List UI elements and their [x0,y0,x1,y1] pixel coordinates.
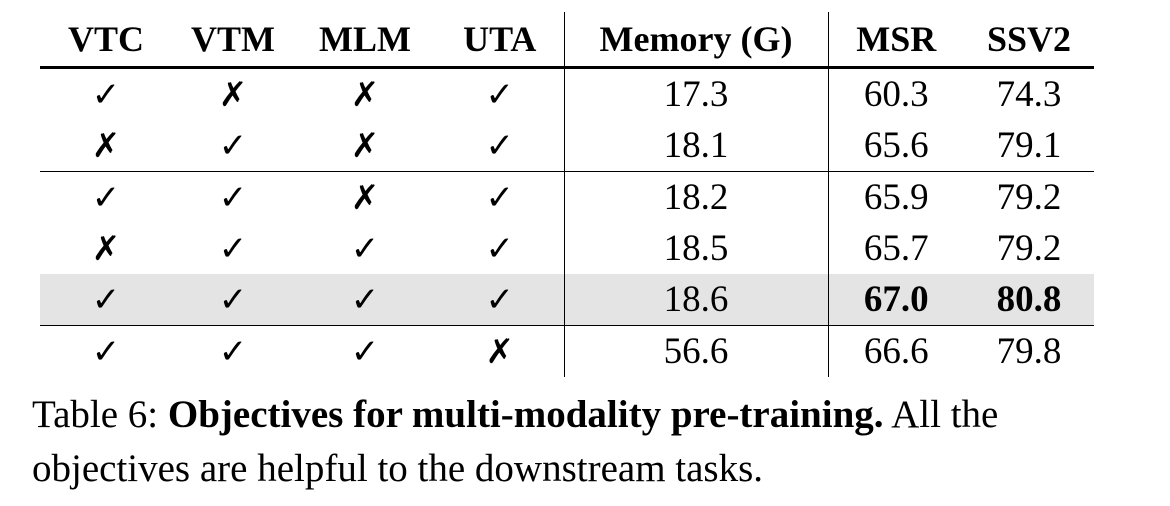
header-mlm: MLM [294,12,436,69]
table-row: ✓ ✓ ✗ ✓ 18.2 65.9 79.2 [40,171,1094,223]
cell-msr: 65.7 [827,223,964,274]
objectives-table: VTC VTM MLM UTA Memory (G) MSR SSV2 ✓ ✗ … [40,12,1094,377]
cell-ssv2: 79.1 [964,120,1094,172]
cell-vtc: ✓ [91,177,121,218]
cell-vtc: ✓ [91,331,121,372]
cell-msr: 66.6 [827,325,964,377]
header-vtm: VTM [172,12,294,69]
cell-vtm: ✓ [172,120,294,172]
header-ssv2: SSV2 [964,12,1094,69]
cell-uta: ✓ [485,228,515,269]
cell-uta: ✓ [436,274,564,326]
cell-vtc: ✓ [40,274,172,326]
cell-mlm: ✗ [350,74,380,115]
table-row: ✓ ✓ ✓ ✗ 56.6 66.6 79.8 [40,325,1094,377]
table-row: ✗ ✓ ✓ ✓ 18.5 65.7 79.2 [40,223,1094,274]
cell-msr-best: 67.0 [827,274,964,326]
cell-mlm: ✓ [350,228,380,269]
header-uta: UTA [436,12,564,69]
header-row: VTC VTM MLM UTA Memory (G) MSR SSV2 [40,12,1094,69]
cell-uta: ✗ [485,331,515,372]
cell-memory: 56.6 [563,325,828,377]
cell-uta: ✓ [436,120,564,172]
cell-mlm: ✗ [350,177,380,218]
cell-vtm: ✓ [218,228,248,269]
cell-memory: 18.5 [563,223,828,274]
header-memory: Memory (G) [563,12,828,69]
cell-ssv2: 79.2 [996,228,1062,269]
cell-vtc: ✓ [91,74,121,115]
caption-label: Table 6: [32,393,168,436]
cell-ssv2: 74.3 [996,74,1062,115]
table-row-highlighted: ✓ ✓ ✓ ✓ 18.6 67.0 80.8 [40,274,1094,326]
cell-memory: 18.6 [563,274,828,326]
cell-uta: ✓ [485,74,515,115]
table-caption: Table 6: Objectives for multi-modality p… [32,388,1132,496]
cell-vtm: ✓ [218,177,248,218]
cell-vtm: ✓ [218,331,248,372]
cell-vtc: ✗ [91,228,121,269]
cell-memory: 17.3 [563,67,828,120]
header-msr: MSR [827,12,964,69]
table-row: ✓ ✗ ✗ ✓ 17.3 60.3 74.3 [40,67,1094,120]
cell-memory: 18.1 [563,120,828,172]
caption-text: All the objectives are helpful to the do… [32,393,999,490]
cell-ssv2-best: 80.8 [964,274,1094,326]
cell-memory: 18.2 [563,171,828,223]
cell-msr: 60.3 [827,67,964,120]
cell-ssv2: 79.2 [996,177,1062,218]
cell-uta: ✓ [485,177,515,218]
cell-msr: 65.6 [827,120,964,172]
cell-mlm: ✗ [294,120,436,172]
cell-vtc: ✗ [40,120,172,172]
cell-ssv2: 79.8 [996,331,1062,372]
caption-title: Objectives for multi-modality pre-traini… [167,393,884,436]
cell-mlm: ✓ [294,274,436,326]
header-vtc: VTC [40,12,172,69]
results-table-container: VTC VTM MLM UTA Memory (G) MSR SSV2 ✓ ✗ … [40,12,1094,377]
cell-msr: 65.9 [827,171,964,223]
cell-vtm: ✗ [218,74,248,115]
cell-mlm: ✓ [350,331,380,372]
cell-vtm: ✓ [172,274,294,326]
table-row: ✗ ✓ ✗ ✓ 18.1 65.6 79.1 [40,120,1094,172]
